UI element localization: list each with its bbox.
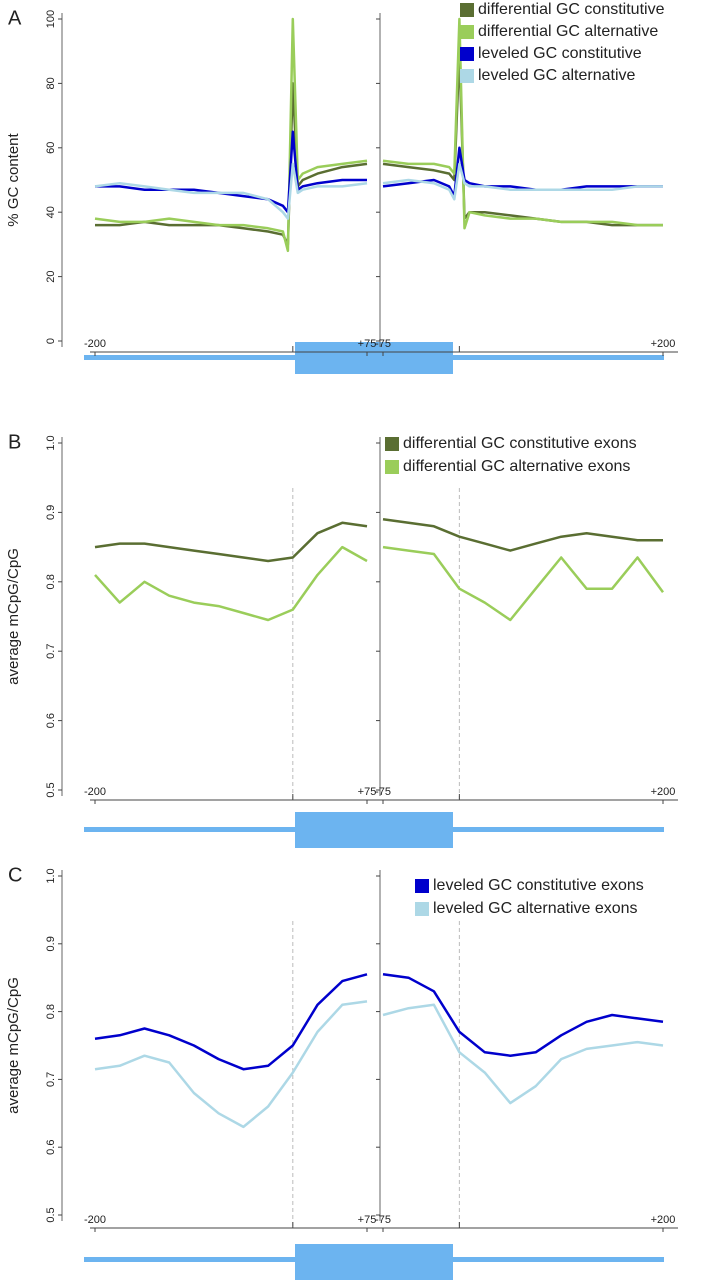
intron (84, 1257, 295, 1262)
x-tick-label: -75 (375, 1214, 391, 1226)
series-line (94, 17, 368, 253)
intron (453, 1257, 664, 1262)
legend-swatch (385, 460, 399, 474)
y-tick-label: 0.9 (45, 505, 57, 520)
x-tick-label: -200 (84, 1214, 106, 1226)
y-tick-label: 0.8 (45, 1004, 57, 1019)
x-tick-label: +200 (651, 786, 676, 798)
y-tick-label: 0.8 (45, 574, 57, 589)
exon (295, 342, 453, 374)
x-tick-label: +75 (358, 786, 377, 798)
y-tick-label: 0.9 (45, 936, 57, 951)
series-line (94, 973, 368, 1071)
series-line (94, 521, 368, 563)
legend-swatch (460, 47, 474, 61)
series-line (382, 518, 663, 552)
legend-label: differential GC constitutive (478, 1, 665, 18)
intron (84, 827, 295, 832)
exon (295, 812, 453, 848)
legend-swatch (460, 25, 474, 39)
y-axis-label: % GC content (5, 132, 22, 226)
panel-label: C (8, 864, 22, 886)
legend-swatch (415, 902, 429, 916)
panel-label: B (8, 431, 21, 453)
y-tick-label: 1.0 (45, 435, 57, 450)
series-line (95, 130, 367, 214)
series-line (382, 17, 663, 230)
y-axis-label: average mCpG/CpG (5, 548, 22, 685)
y-tick-label: 40 (45, 206, 57, 218)
intron (84, 355, 295, 360)
legend-swatch (460, 69, 474, 83)
gene-structure (84, 342, 664, 1280)
intron (453, 827, 664, 832)
y-tick-label: 1.0 (45, 868, 57, 883)
legend-label: differential GC alternative (478, 23, 658, 40)
y-axis-label: average mCpG/CpG (5, 977, 22, 1114)
y-tick-label: 0.6 (45, 1140, 57, 1155)
y-tick-label: 0.6 (45, 713, 57, 728)
legend-swatch (460, 3, 474, 17)
y-tick-label: 20 (45, 270, 57, 282)
y-tick-label: 0.7 (45, 1072, 57, 1087)
y-tick-label: 80 (45, 77, 57, 89)
legend-label: leveled GC constitutive (478, 45, 642, 62)
series-line (94, 162, 368, 220)
series-line (382, 1003, 664, 1105)
x-tick-label: +75 (358, 1214, 377, 1226)
series-line (382, 973, 664, 1057)
legend-label: leveled GC alternative exons (433, 900, 638, 917)
y-tick-label: 60 (45, 142, 57, 154)
y-tick-label: 0 (45, 338, 57, 344)
x-tick-label: +200 (651, 1214, 676, 1226)
y-tick-label: 0.5 (45, 782, 57, 797)
panel-label: A (8, 7, 22, 29)
series-line (382, 545, 665, 622)
exon (295, 1244, 453, 1280)
x-tick-label: +200 (651, 338, 676, 350)
legend-swatch (415, 879, 429, 893)
legend-label: leveled GC constitutive exons (433, 877, 644, 894)
legend-label: differential GC constitutive exons (403, 435, 637, 452)
x-tick-label: -75 (375, 786, 391, 798)
x-tick-label: +75 (358, 338, 377, 350)
x-tick-label: -200 (84, 786, 106, 798)
y-tick-label: 0.5 (45, 1207, 57, 1222)
y-tick-label: 100 (45, 10, 57, 28)
legend-swatch (385, 437, 399, 451)
intron (453, 355, 664, 360)
legend-label: leveled GC alternative (478, 67, 636, 84)
series-line (382, 49, 663, 227)
series-line (382, 162, 663, 201)
series-line (94, 545, 368, 622)
y-tick-label: 0.7 (45, 644, 57, 659)
series-line (382, 146, 663, 198)
series-line (94, 1000, 368, 1129)
series-line (95, 82, 368, 246)
x-tick-label: -200 (84, 338, 106, 350)
x-tick-label: -75 (375, 338, 391, 350)
legend-label: differential GC alternative exons (403, 458, 630, 475)
